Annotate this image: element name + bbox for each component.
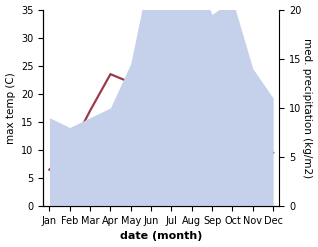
Y-axis label: max temp (C): max temp (C) — [5, 72, 16, 144]
X-axis label: date (month): date (month) — [120, 231, 203, 242]
Y-axis label: med. precipitation (kg/m2): med. precipitation (kg/m2) — [302, 38, 313, 178]
